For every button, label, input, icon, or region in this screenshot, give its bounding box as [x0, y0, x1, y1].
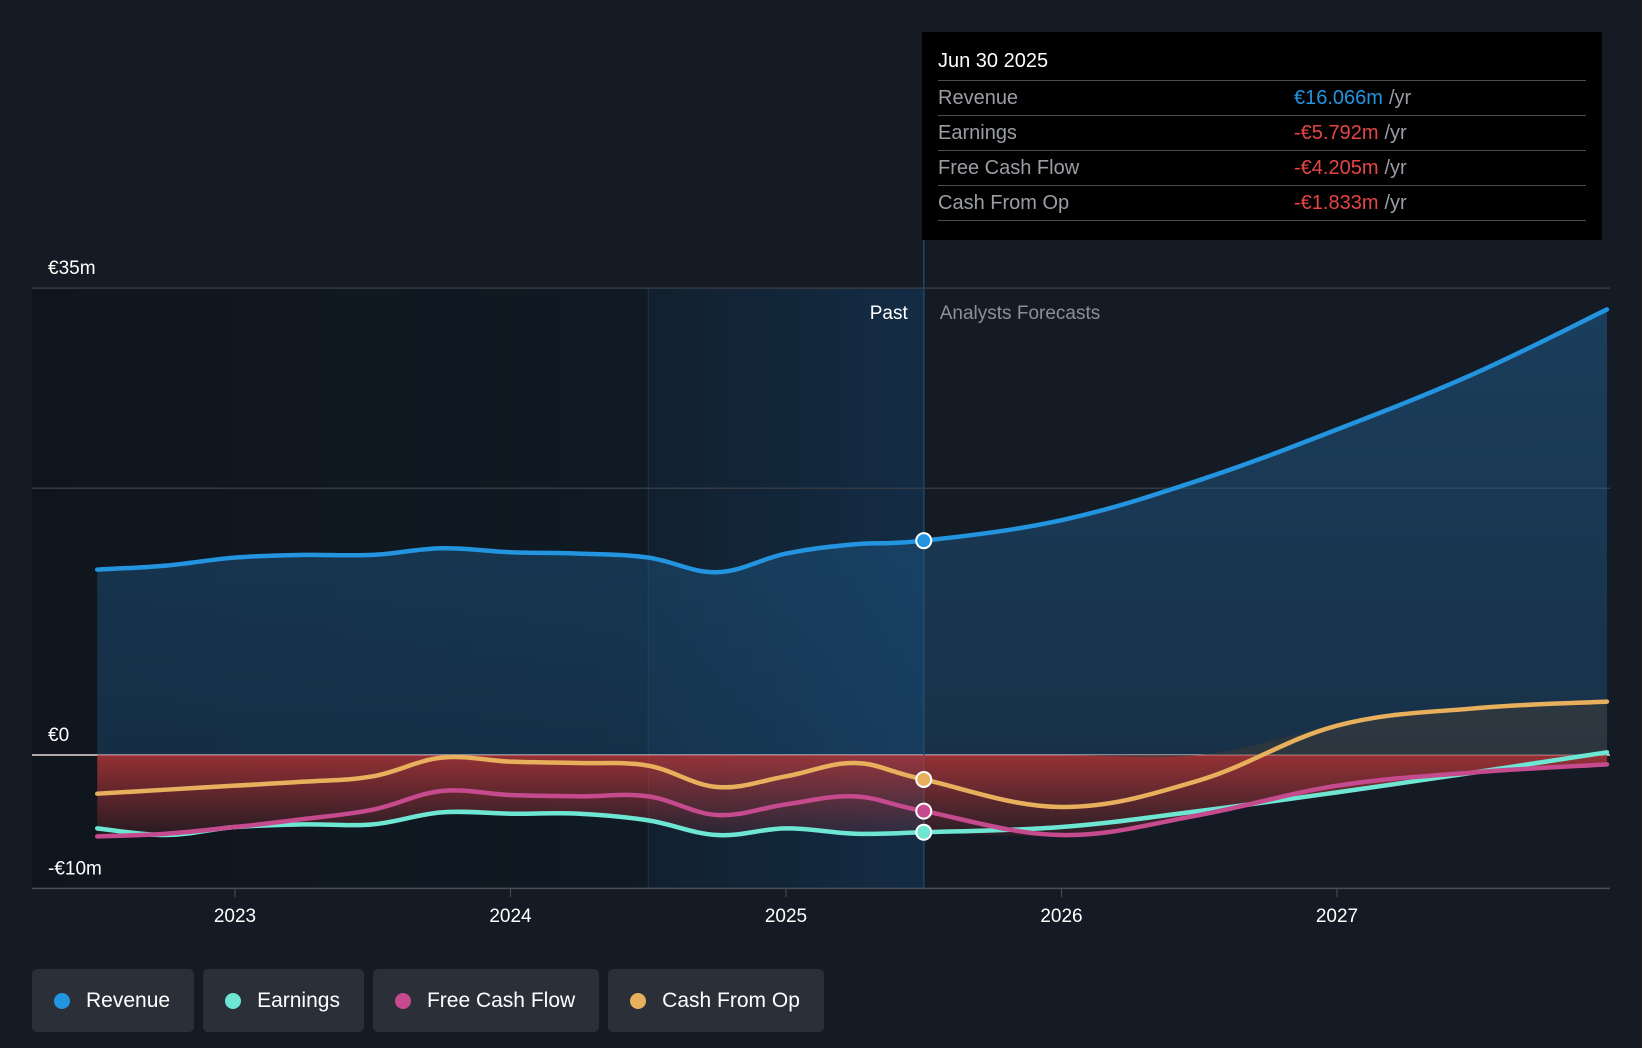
legend-dot-icon — [225, 992, 242, 1009]
revenue-area — [97, 309, 1607, 755]
legend-label: Free Cash Flow — [426, 988, 576, 1012]
earnings-marker — [915, 823, 933, 841]
tooltip-row-label: Earnings — [938, 122, 1017, 144]
tooltip-row-value: -€1.833m — [1294, 192, 1379, 214]
cash-positive-area — [97, 701, 1607, 758]
tooltip-row-revenue: Revenue €16.066m /yr — [938, 81, 1586, 116]
legend-item-free-cash-flow[interactable]: Free Cash Flow — [372, 969, 600, 1032]
x-axis-label: 2024 — [489, 906, 532, 927]
legend-dot-icon — [394, 992, 411, 1009]
legend-item-cash-from-op[interactable]: Cash From Op — [608, 969, 824, 1032]
analysts-forecasts-label: Analysts Forecasts — [940, 303, 1101, 324]
cash-from-op-line — [95, 699, 1610, 810]
legend-label: Cash From Op — [662, 988, 800, 1012]
legend-item-earnings[interactable]: Earnings — [203, 969, 364, 1032]
free-cash-flow-line — [95, 762, 1610, 839]
legend-dot-icon — [54, 992, 70, 1009]
earnings-line — [95, 750, 1610, 838]
tooltip-row-label: Revenue — [938, 87, 1019, 109]
tooltip-row-label: Cash From Op — [938, 192, 1070, 214]
tooltip-row-unit: /yr — [1384, 192, 1407, 214]
revenue-line — [95, 307, 1610, 575]
tooltip-row-cash-from-op: Cash From Op -€1.833m /yr — [938, 186, 1586, 221]
tooltip-row-label: Free Cash Flow — [938, 157, 1080, 179]
tooltip-row-value: -€5.792m — [1294, 122, 1379, 144]
tooltip-row-value: €16.066m — [1294, 87, 1383, 109]
tooltip-row-unit: /yr — [1384, 122, 1407, 144]
revenue-marker — [915, 532, 933, 550]
tooltip-row-free-cash-flow: Free Cash Flow -€4.205m /yr — [938, 151, 1586, 186]
legend-label: Revenue — [86, 988, 171, 1012]
cash-from-op-marker — [915, 770, 933, 788]
x-axis-label: 2027 — [1316, 906, 1358, 927]
tooltip: Jun 30 2025 Revenue €16.066m /yr Earning… — [922, 32, 1602, 240]
y-axis-label: -€10m — [48, 858, 102, 879]
past-label: Past — [870, 303, 909, 324]
legend: Revenue Earnings Free Cash Flow Cash Fro… — [32, 969, 824, 1032]
x-axis-label: 2025 — [765, 906, 807, 927]
y-axis-label: €0 — [48, 725, 69, 746]
legend-label: Earnings — [257, 988, 340, 1012]
legend-dot-icon — [630, 992, 647, 1009]
free-cash-flow-marker — [915, 802, 933, 820]
tooltip-row-unit: /yr — [1384, 157, 1407, 179]
tooltip-row-value: -€4.205m — [1294, 157, 1379, 179]
legend-item-revenue[interactable]: Revenue — [32, 969, 195, 1032]
tooltip-row-earnings: Earnings -€5.792m /yr — [938, 116, 1586, 151]
x-axis-label: 2026 — [1040, 906, 1082, 927]
tooltip-row-unit: /yr — [1388, 87, 1412, 109]
tooltip-date: Jun 30 2025 — [938, 46, 1586, 81]
x-axis-label: 2023 — [214, 906, 256, 927]
y-axis-label: €35m — [48, 258, 96, 279]
